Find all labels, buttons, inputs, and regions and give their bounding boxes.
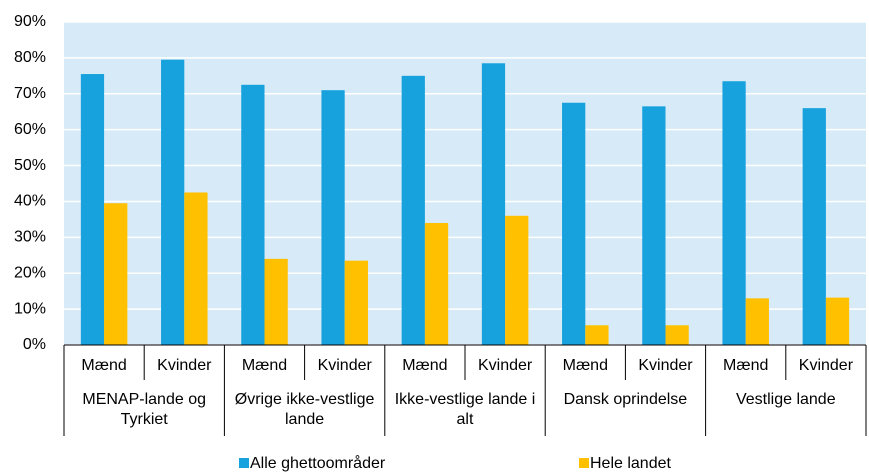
y-tick-label: 70% [14, 85, 46, 102]
x-tick-label: Kvinder [157, 357, 212, 374]
bar [665, 325, 689, 345]
bar [642, 106, 666, 345]
group-label: Øvrige ikke-vestlige lande [234, 391, 375, 428]
bar [722, 81, 746, 345]
bar [264, 258, 288, 345]
x-tick-label: Mænd [242, 357, 287, 374]
bar [562, 102, 586, 345]
y-tick-label: 50% [14, 157, 46, 174]
bar [321, 90, 345, 345]
x-tick-label: Kvinder [478, 357, 533, 374]
y-tick-label: 90% [14, 13, 46, 30]
bar [401, 75, 425, 345]
legend-swatch [239, 458, 249, 468]
bar [184, 192, 208, 345]
y-tick-label: 20% [14, 264, 46, 281]
bar [241, 84, 265, 346]
y-tick-label: 80% [14, 49, 46, 66]
bar [104, 203, 128, 345]
legend-label: Alle ghettoområder [250, 454, 386, 472]
x-tick-label: Kvinder [799, 357, 854, 374]
bar [161, 59, 185, 345]
group-label: MENAP-lande og Tyrkiet [82, 391, 206, 428]
y-tick-label: 60% [14, 121, 46, 138]
y-tick-label: 30% [14, 229, 46, 246]
y-tick-label: 10% [14, 300, 46, 317]
group-label: Ikke-vestlige lande i alt [394, 391, 536, 428]
group-label: Vestlige lande [735, 391, 836, 408]
x-tick-label: Mænd [563, 357, 608, 374]
y-tick-label: 40% [14, 193, 46, 210]
x-tick-label: Mænd [402, 357, 447, 374]
bar [745, 298, 769, 345]
bar [802, 108, 826, 345]
bar [481, 63, 506, 346]
legend-label: Hele landet [590, 455, 672, 472]
y-tick-label: 0% [23, 336, 46, 353]
x-tick-label: Mænd [723, 357, 768, 374]
bar [424, 222, 449, 345]
bar [80, 74, 105, 346]
bar [825, 297, 850, 345]
bar [585, 325, 609, 345]
bar [505, 215, 529, 345]
x-tick-label: Mænd [81, 357, 126, 374]
bar [344, 260, 368, 345]
x-tick-label: Kvinder [638, 357, 693, 374]
group-label: Dansk oprindelse [563, 391, 688, 408]
legend-swatch [579, 458, 589, 468]
x-tick-label: Kvinder [318, 357, 373, 374]
